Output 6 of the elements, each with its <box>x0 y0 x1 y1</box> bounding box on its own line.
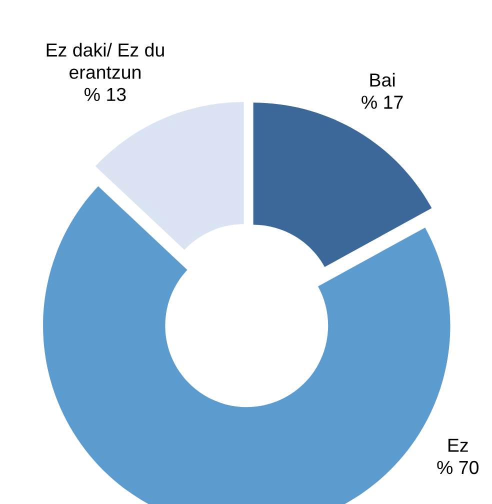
slice-label: Ez daki/ Ez du erantzun <box>46 42 164 79</box>
slice-label: Bai <box>370 72 395 87</box>
slice-label: Ez <box>448 438 468 452</box>
data-label: % 13 <box>84 88 126 102</box>
data-label: % 70 <box>437 460 479 474</box>
data-label: % 17 <box>362 96 403 109</box>
